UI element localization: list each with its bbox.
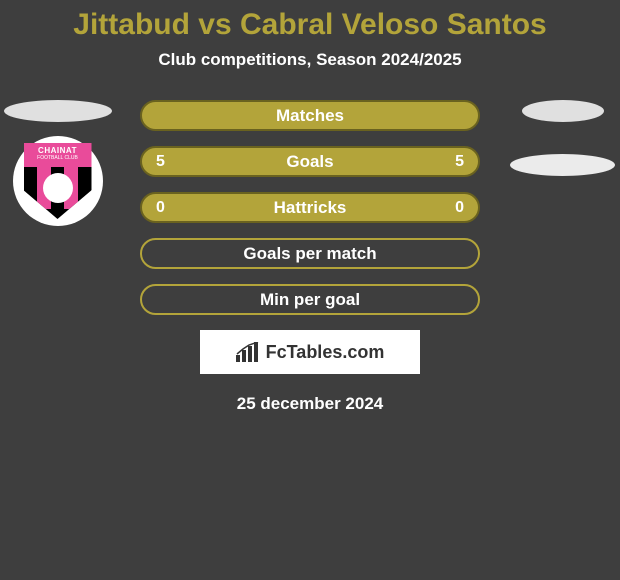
club-sub-text: FOOTBALL CLUB (24, 155, 92, 161)
chart-bars-icon (236, 342, 262, 362)
stat-right-value: 5 (455, 153, 464, 171)
stat-label: Min per goal (260, 290, 360, 310)
stat-row: 5 Goals 5 (140, 146, 480, 177)
right-player-placeholder-oval (522, 100, 604, 122)
stat-row: Matches (140, 100, 480, 131)
stat-right-value: 0 (455, 199, 464, 217)
right-player-column (505, 100, 620, 176)
attribution-text: FcTables.com (266, 342, 385, 363)
stat-label: Matches (276, 106, 344, 126)
club-name-text: CHAINAT (24, 146, 92, 155)
club-shield: CHAINAT FOOTBALL CLUB (24, 143, 92, 219)
stat-label: Hattricks (274, 198, 347, 218)
stat-row: 0 Hattricks 0 (140, 192, 480, 223)
left-player-placeholder-oval (4, 100, 112, 122)
stat-label: Goals per match (243, 244, 376, 264)
stat-left-value: 0 (156, 199, 165, 217)
left-player-column: CHAINAT FOOTBALL CLUB (0, 100, 115, 226)
comparison-content: CHAINAT FOOTBALL CLUB Matches 5 Goals 5 0 Hat… (0, 100, 620, 414)
comparison-subtitle: Club competitions, Season 2024/2025 (0, 50, 620, 70)
left-club-badge: CHAINAT FOOTBALL CLUB (13, 136, 103, 226)
stat-row: Goals per match (140, 238, 480, 269)
stat-row: Min per goal (140, 284, 480, 315)
stat-label: Goals (286, 152, 333, 172)
right-club-placeholder-oval (510, 154, 615, 176)
bird-icon (43, 173, 73, 203)
stat-left-value: 5 (156, 153, 165, 171)
comparison-title: Jittabud vs Cabral Veloso Santos (0, 0, 620, 42)
attribution-box: FcTables.com (200, 330, 420, 374)
snapshot-date: 25 december 2024 (0, 394, 620, 414)
